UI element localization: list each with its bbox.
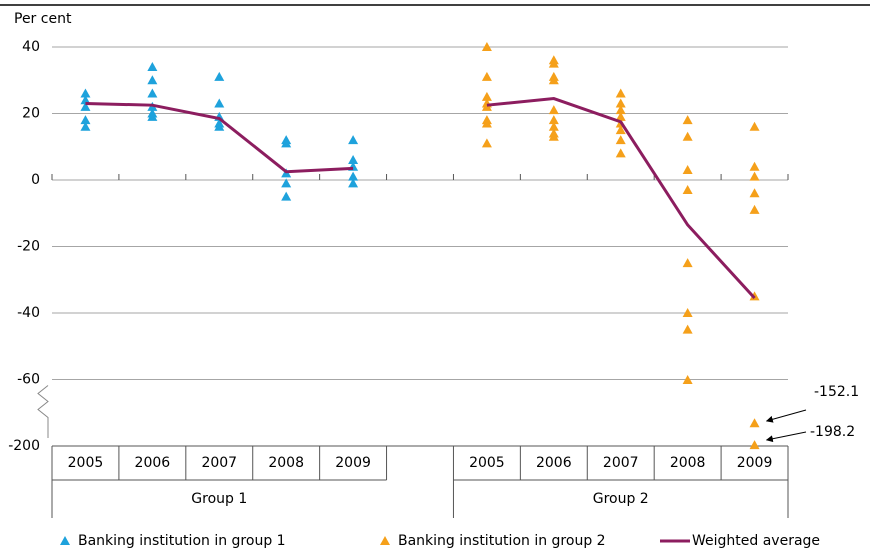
data-point (548, 58, 559, 68)
annotation-arrow (765, 409, 807, 423)
data-point (749, 121, 760, 131)
data-point (80, 115, 91, 125)
y-tick-label: -20 (17, 239, 40, 255)
data-point (348, 135, 359, 145)
group-label: Group 2 (593, 491, 649, 507)
data-point (615, 88, 626, 98)
data-point (214, 71, 225, 81)
data-point (481, 138, 492, 148)
data-point (682, 115, 693, 125)
data-point (281, 191, 292, 201)
data-point (682, 258, 693, 268)
data-point (548, 115, 559, 125)
data-point (80, 101, 91, 111)
data-point (281, 138, 292, 148)
data-point (214, 121, 225, 131)
weighted-average-line (85, 97, 756, 300)
data-point (682, 374, 693, 384)
data-point (615, 135, 626, 145)
y-axis-label: Per cent (14, 11, 72, 27)
data-point (682, 131, 693, 141)
data-point (615, 111, 626, 121)
data-point (749, 188, 760, 198)
x-tick-label: 2006 (536, 455, 572, 471)
x-tick-label: 2009 (335, 455, 371, 471)
data-point (481, 101, 492, 111)
data-point (481, 118, 492, 128)
legend-label: Banking institution in group 2 (398, 533, 606, 549)
y-tick-label: 0 (31, 172, 40, 188)
y-tick-label: 40 (22, 39, 40, 55)
x-tick-label: 2008 (268, 455, 304, 471)
annotation: -152.1 (814, 384, 859, 400)
data-point (348, 155, 359, 165)
group-label: Group 1 (191, 491, 247, 507)
data-point (80, 95, 91, 105)
data-point (147, 75, 158, 85)
data-point (682, 184, 693, 194)
axis-break (37, 385, 49, 438)
data-point (682, 165, 693, 175)
data-point (481, 71, 492, 81)
data-point (214, 98, 225, 108)
y-tick-label: -60 (17, 372, 40, 388)
y-tick-label: 20 (22, 106, 40, 122)
data-point (615, 148, 626, 158)
y-tick-label: -40 (17, 305, 40, 321)
x-tick-label: 2007 (603, 455, 639, 471)
data-point (749, 161, 760, 171)
y-tick-label: -200 (8, 438, 40, 454)
data-point (548, 105, 559, 115)
x-tick-label: 2007 (201, 455, 237, 471)
data-point (682, 308, 693, 317)
data-point (147, 61, 158, 71)
data-point (749, 440, 760, 450)
data-point (749, 204, 760, 214)
x-tick-label: 2005 (469, 455, 505, 471)
legend-label: Weighted average (692, 533, 820, 549)
legend-swatch (380, 536, 390, 545)
data-point (348, 171, 359, 181)
data-point (615, 125, 626, 135)
data-point (749, 418, 760, 428)
data-point (80, 121, 91, 131)
data-point (615, 105, 626, 115)
data-point (548, 121, 559, 131)
data-point (481, 91, 492, 101)
legend-label: Banking institution in group 1 (78, 533, 286, 549)
data-point (80, 88, 91, 98)
data-point (615, 98, 626, 108)
x-tick-label: 2005 (68, 455, 104, 471)
annotation: -198.2 (810, 424, 855, 440)
x-tick-label: 2008 (670, 455, 706, 471)
data-point (147, 88, 158, 98)
annotation-arrow (765, 431, 807, 443)
data-point (548, 75, 559, 85)
x-tick-label: 2009 (737, 455, 773, 471)
data-point (147, 111, 158, 121)
data-point (348, 178, 359, 188)
data-point (481, 42, 492, 51)
legend-swatch (60, 536, 70, 545)
data-point (749, 171, 760, 181)
data-point (281, 178, 292, 188)
x-tick-label: 2006 (135, 455, 171, 471)
data-point (682, 324, 693, 334)
data-point (548, 131, 559, 141)
